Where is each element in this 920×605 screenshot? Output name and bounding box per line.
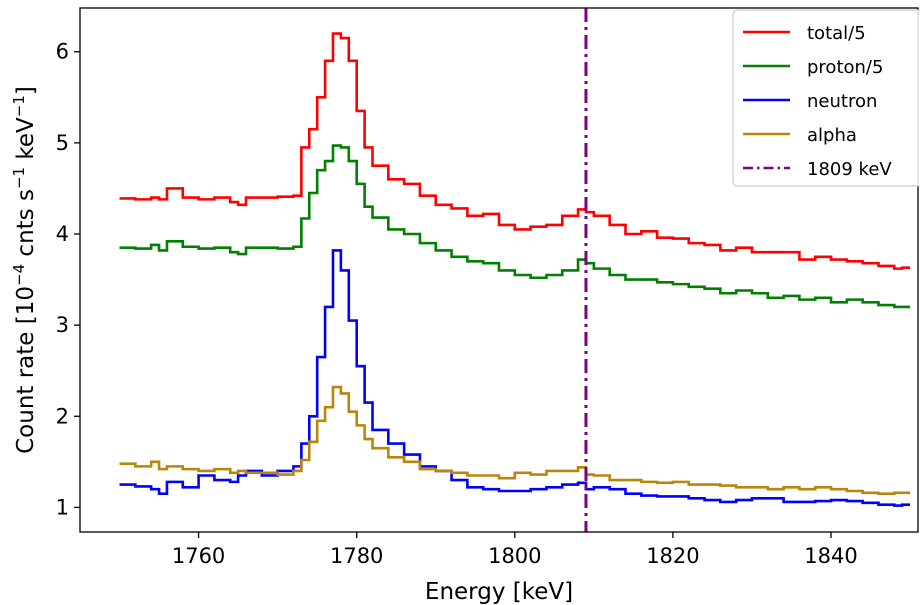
x-tick-label: 1820 bbox=[646, 544, 699, 568]
legend-label: neutron bbox=[807, 91, 877, 112]
y-tick-label: 3 bbox=[56, 313, 69, 337]
series-line-neutron bbox=[119, 249, 911, 507]
x-tick-label: 1760 bbox=[172, 544, 225, 568]
y-tick-label: 2 bbox=[56, 404, 69, 428]
series-group bbox=[119, 32, 911, 507]
x-axis-label: Energy [keV] bbox=[425, 579, 573, 605]
series-line-alpha bbox=[119, 385, 911, 496]
y-tick-label: 6 bbox=[56, 40, 69, 64]
y-axis-label: Count rate [10−4 cnts s−1 keV−1] bbox=[10, 86, 39, 454]
x-tick-label: 1800 bbox=[488, 544, 541, 568]
legend-box bbox=[732, 9, 920, 187]
legend-label: 1809 keV bbox=[807, 159, 892, 180]
x-tick-label: 1840 bbox=[804, 544, 857, 568]
legend-label: alpha bbox=[807, 125, 857, 146]
y-tick-label: 1 bbox=[56, 495, 69, 519]
axes-frame bbox=[79, 7, 919, 533]
series-line-total-5 bbox=[119, 32, 911, 270]
y-tick-label: 4 bbox=[56, 222, 69, 246]
legend: total/5 proton/5 neutron alpha 1809 keV bbox=[732, 9, 920, 187]
x-tick-label: 1780 bbox=[330, 544, 383, 568]
series-line-proton-5 bbox=[119, 144, 911, 309]
x-axis-ticks: 1760 1780 1800 1820 1840 bbox=[172, 532, 858, 568]
legend-label: total/5 bbox=[807, 23, 866, 44]
y-axis-ticks: 1 2 3 4 5 6 bbox=[56, 40, 80, 519]
legend-label: proton/5 bbox=[807, 57, 883, 78]
plot-area bbox=[79, 7, 919, 533]
y-tick-label: 5 bbox=[56, 131, 69, 155]
